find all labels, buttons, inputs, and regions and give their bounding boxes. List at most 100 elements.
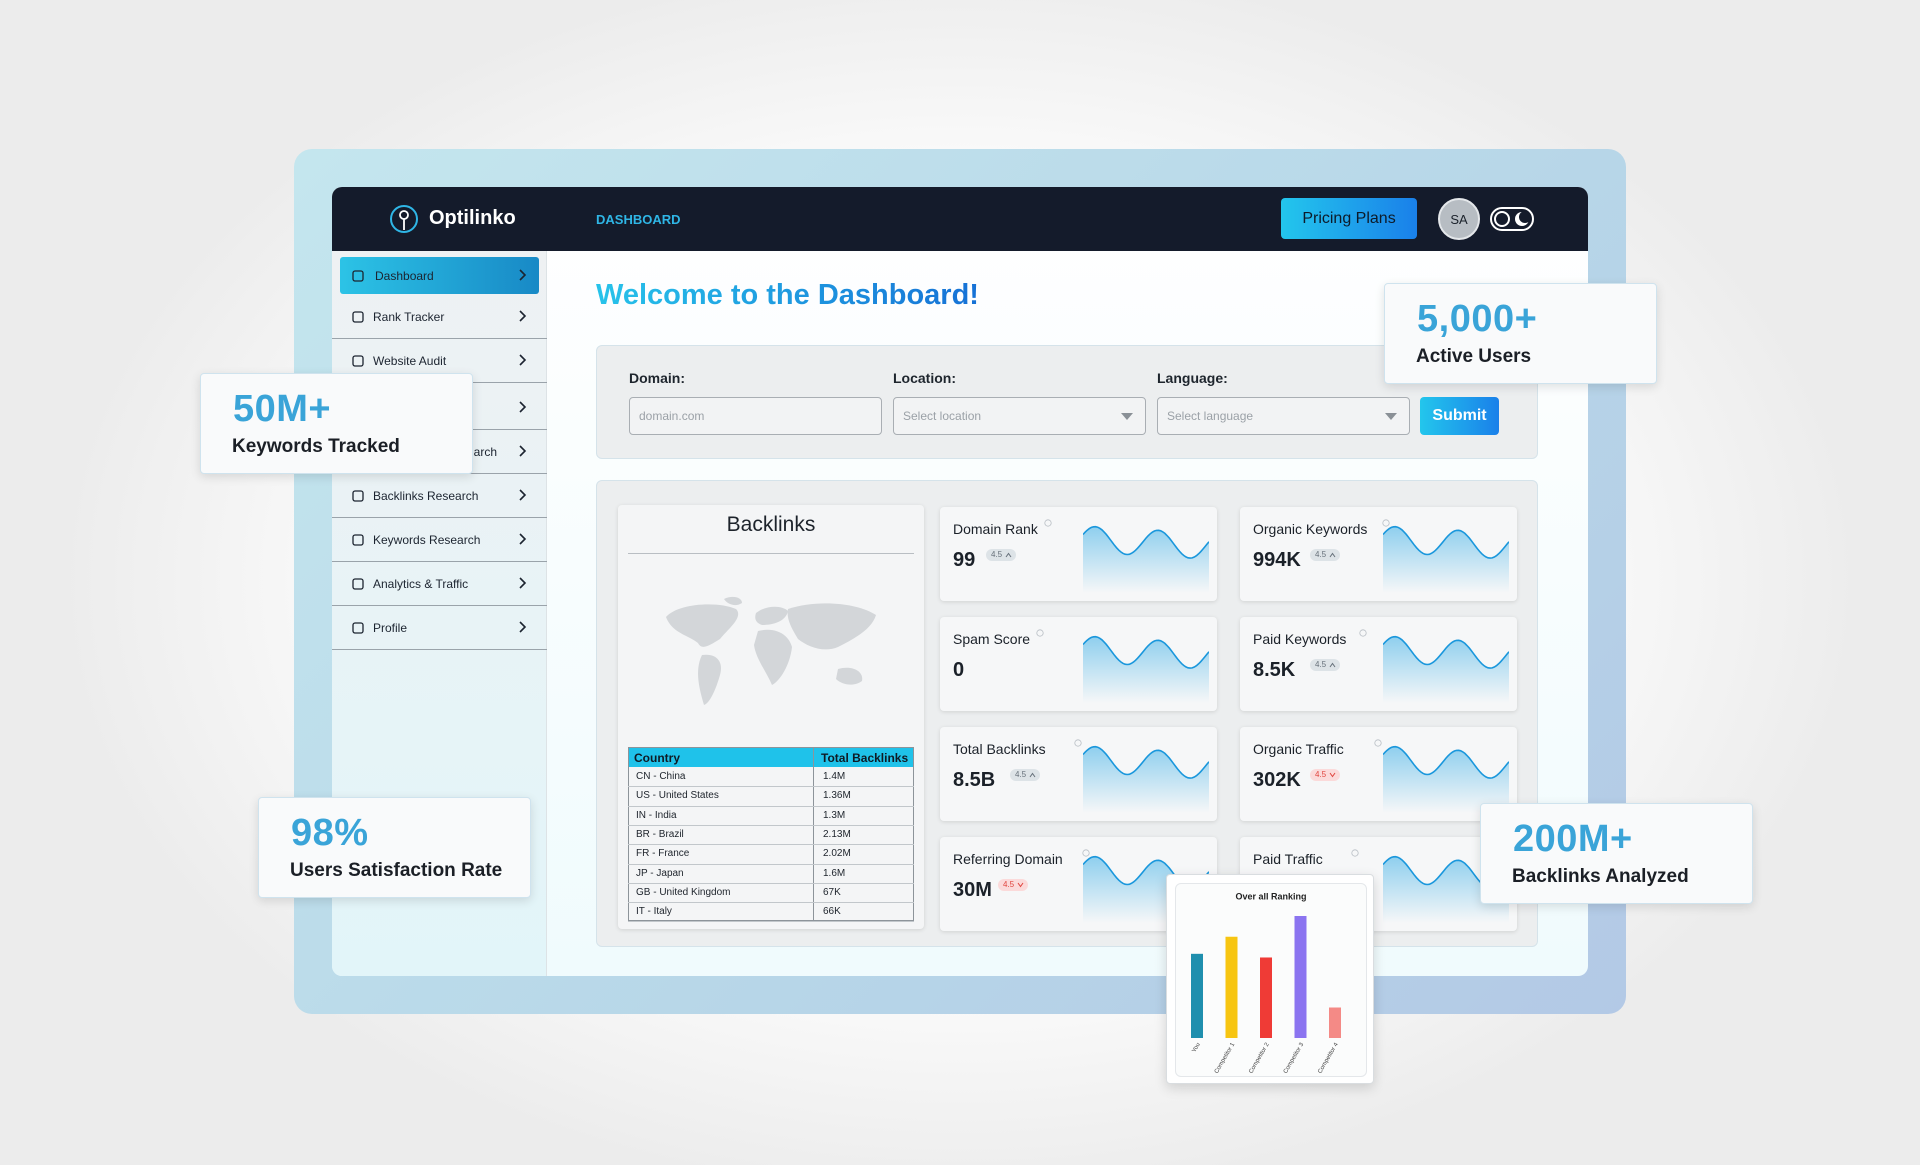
trend-arrow — [1029, 772, 1036, 778]
sparkline — [1383, 635, 1509, 703]
sidebar-label: arch — [473, 445, 497, 459]
sidebar: Dashboard Rank Tracker Website Audit arch Ba… — [332, 251, 547, 976]
trend-arrow-line — [1017, 882, 1024, 888]
chevron — [519, 533, 527, 545]
trend-arrow-line — [1329, 772, 1336, 778]
x-tick-label: Competitor 4 — [1317, 1041, 1340, 1074]
sparkline-area — [1383, 746, 1509, 813]
nav-link[interactable]: DASHBOARD — [596, 212, 681, 227]
sidebar-item[interactable]: Website Audit — [332, 339, 547, 383]
sidebar-item[interactable]: Rank Tracker — [332, 295, 547, 339]
table-border — [628, 747, 914, 922]
table-header: Country Total Backlinks — [628, 747, 914, 767]
metric-badge: 4.5 — [1310, 659, 1341, 671]
table-cell: 1.4M — [823, 771, 846, 782]
metric-name: Organic Keywords — [1253, 521, 1368, 537]
theme-toggle[interactable] — [1490, 207, 1534, 231]
metric-value: 0 — [953, 659, 965, 681]
info-icon — [1036, 629, 1044, 637]
icon-shape — [352, 490, 364, 502]
sparkline — [1083, 855, 1209, 923]
info-icon — [1074, 739, 1082, 747]
metric-badge: 4.5 — [998, 879, 1029, 891]
chevron-line — [519, 445, 527, 457]
chevron-line — [519, 269, 527, 281]
avatar[interactable]: SA — [1438, 198, 1480, 240]
table-cell: 2.13M — [823, 828, 851, 840]
sidebar-icon — [352, 402, 364, 414]
row-line — [628, 786, 914, 788]
sidebar-item[interactable]: Analytics & Traffic — [332, 562, 547, 606]
sidebar-label: Analytics & Traffic — [373, 577, 469, 591]
sidebar-item[interactable] — [332, 386, 547, 430]
info-icon — [1043, 519, 1052, 527]
sidebar-item[interactable]: Backlinks Research — [332, 474, 547, 518]
icon-shape — [352, 578, 364, 590]
x-tick-label: Competitor 1 — [1214, 1041, 1237, 1074]
field-label: Location: — [893, 370, 956, 386]
sidebar-item[interactable]: arch — [332, 430, 547, 474]
sidebar-icon — [352, 270, 364, 282]
sparkline-line — [1083, 635, 1209, 669]
table-cell: FR - France — [636, 848, 690, 860]
sidebar-item[interactable]: Dashboard — [340, 257, 539, 294]
field-label: Language: — [1157, 370, 1228, 386]
sidebar-icon — [352, 490, 364, 502]
row-line — [628, 902, 914, 904]
dropdown-arrow — [1385, 413, 1397, 420]
info-circle — [1381, 519, 1390, 527]
select-input[interactable]: Select language — [1157, 397, 1410, 435]
table-cell: IN - India — [636, 809, 677, 821]
sidebar-label: Keywords Research — [373, 533, 481, 547]
metric-name: Organic Traffic — [1253, 741, 1344, 757]
chevron-line — [519, 621, 527, 633]
sparkline-area — [1083, 636, 1209, 703]
chevron — [519, 621, 527, 633]
icon-shape — [352, 622, 364, 634]
icon-shape — [352, 311, 364, 323]
x-tick-label: Competitor 3 — [1283, 1041, 1306, 1074]
sidebar-icon — [352, 311, 364, 323]
sparkline — [1383, 745, 1509, 813]
table-cell: CN - China — [636, 771, 686, 782]
select-input[interactable]: Select location — [893, 397, 1146, 435]
info-circle — [1074, 739, 1082, 747]
chevron-line — [519, 354, 527, 366]
sidebar-icon — [352, 622, 364, 634]
row-line — [628, 921, 914, 923]
trend-arrow — [1005, 552, 1012, 558]
submit-button[interactable]: Submit — [1420, 397, 1499, 435]
metric-badge: 4.5 — [986, 549, 1017, 561]
row-line — [628, 863, 914, 865]
world-map — [666, 596, 876, 705]
metric-card: Spam Score 0 — [940, 617, 1217, 711]
text-input[interactable]: domain.com — [629, 397, 882, 435]
sidebar-label: Profile — [373, 621, 408, 635]
dropdown-arrow — [1121, 413, 1133, 420]
metric-card: Organic Keywords 994K 4.5 — [1240, 507, 1517, 601]
metric-name: Paid Keywords — [1253, 631, 1347, 647]
icon-shape — [352, 534, 364, 546]
icon-shape — [352, 402, 364, 414]
info-circle — [1081, 849, 1090, 857]
metric-value: 99 — [953, 549, 976, 571]
trend-arrow — [1329, 772, 1336, 778]
dashboard-app: Optilinko DASHBOARD Pricing Plans SA Das… — [332, 187, 1588, 976]
arrow-shape — [1121, 413, 1133, 420]
sidebar-item[interactable]: Profile — [332, 606, 547, 650]
table-cell: 1.36M — [823, 790, 851, 802]
sidebar-label: Backlinks Research — [373, 489, 479, 503]
search-form: Submit Domain: domain.com Location: Select … — [596, 345, 1538, 459]
sparkline — [1083, 635, 1209, 703]
trend-arrow-line — [1329, 662, 1336, 668]
sidebar-item[interactable]: Keywords Research — [332, 518, 547, 562]
metric-value: 8.5K — [1253, 659, 1296, 681]
top-bar: Optilinko DASHBOARD Pricing Plans SA — [332, 187, 1588, 251]
metric-value: 302K — [1253, 769, 1301, 791]
sparkline-line — [1083, 525, 1209, 559]
pricing-button[interactable]: Pricing Plans — [1281, 198, 1417, 239]
trend-arrow — [1329, 662, 1336, 668]
chevron-line — [519, 489, 527, 501]
row-line — [628, 844, 914, 846]
